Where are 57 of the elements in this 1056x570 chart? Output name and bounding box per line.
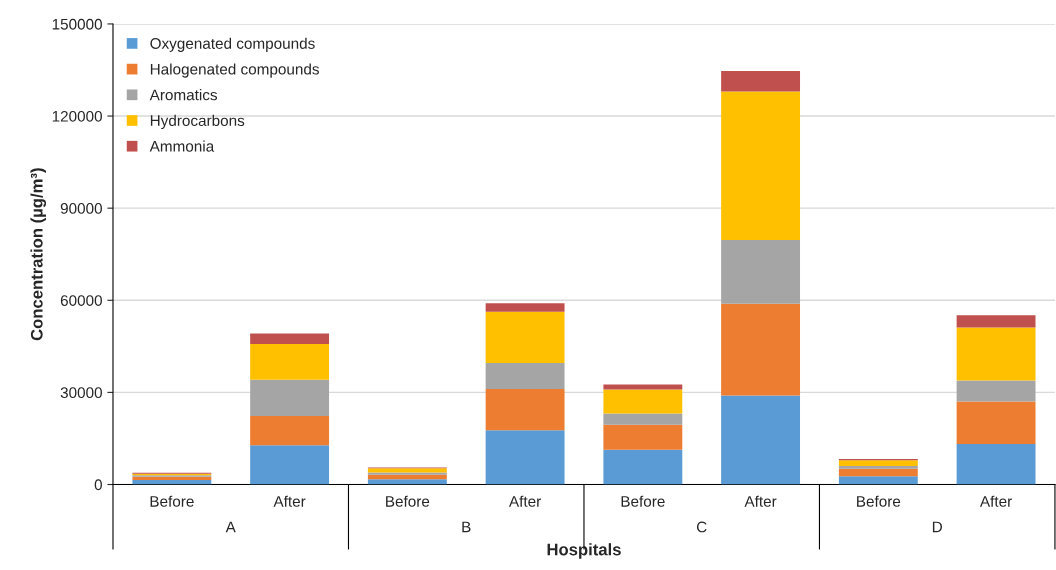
bar	[838, 468, 918, 477]
y-tick-label: 0	[94, 479, 102, 491]
x-tick-label: Before	[857, 495, 901, 507]
x-tick-label: Before	[621, 495, 665, 507]
x-tick-label: After	[979, 495, 1012, 507]
bar	[721, 240, 801, 304]
x-tick-label: After	[509, 495, 541, 507]
x-tick-label: Before	[386, 495, 430, 507]
x-tick-label: After	[744, 495, 777, 507]
bar	[956, 401, 1036, 444]
bar	[956, 315, 1036, 328]
text: A	[225, 521, 236, 533]
bar	[367, 479, 447, 485]
legend-label: Aromatics	[149, 89, 218, 101]
x-axis-title: Hospitals	[547, 543, 621, 559]
y-tick-label: 90000	[60, 203, 102, 214]
y-tick-label: 120000	[52, 110, 102, 122]
bar	[367, 468, 447, 473]
bar	[485, 362, 565, 390]
bar	[367, 472, 447, 475]
bar	[721, 70, 801, 92]
x-tick-label: After	[273, 495, 306, 507]
bar	[485, 430, 565, 485]
bar	[838, 476, 918, 485]
bar	[250, 343, 330, 380]
text: B	[462, 521, 471, 533]
bar	[603, 449, 683, 485]
bar	[485, 311, 565, 363]
bar	[603, 424, 683, 450]
bar	[603, 389, 683, 414]
legend-label: Ammonia	[149, 140, 215, 152]
legend-label: Oxygenated compounds	[150, 37, 315, 52]
bar	[485, 303, 565, 312]
text: D	[932, 521, 942, 533]
bar	[603, 384, 683, 390]
x-tick-label: Before	[150, 495, 194, 507]
bar	[250, 445, 330, 485]
y-tick-label: 30000	[60, 387, 102, 399]
bar	[603, 413, 683, 425]
bar	[838, 466, 918, 469]
bar	[838, 460, 918, 467]
bar	[250, 333, 330, 344]
y-tick-label: 150000	[52, 18, 102, 30]
bar	[250, 416, 330, 446]
text: C	[696, 521, 707, 533]
bar	[721, 91, 801, 241]
bar	[250, 379, 330, 417]
legend-label: Hydrocarbons	[150, 114, 245, 130]
bar	[721, 395, 801, 485]
y-tick-label: 60000	[60, 295, 102, 306]
bar	[956, 443, 1036, 485]
bar	[956, 327, 1036, 381]
bar	[956, 380, 1036, 402]
bar	[485, 389, 565, 431]
bar	[721, 303, 801, 396]
y-axis-title: Concentration (µg/m³)	[30, 168, 47, 341]
legend-label: Halogenated compounds	[150, 63, 319, 78]
